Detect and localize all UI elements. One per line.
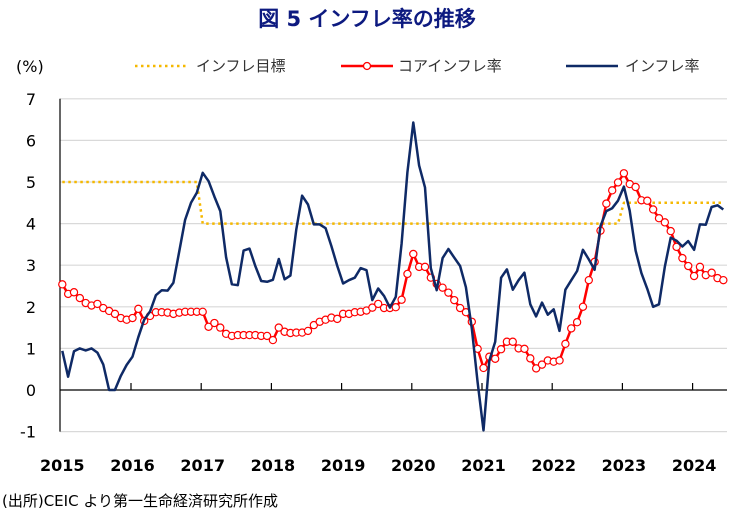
core-data-point	[666, 226, 675, 236]
y-tick-label: 4	[26, 215, 36, 234]
core-data-point	[368, 303, 377, 312]
y-tick-label: 5	[26, 173, 36, 192]
core-data-point	[391, 303, 400, 312]
x-tick-label: 2019	[321, 456, 366, 475]
legend: インフレ目標 コアインフレ率 インフレ率	[135, 57, 700, 75]
legend-marker-core	[362, 61, 372, 71]
core-data-point	[438, 283, 447, 292]
core-data-point	[695, 262, 705, 272]
core-data-point	[216, 323, 225, 332]
core-data-point	[479, 363, 488, 373]
x-tick-label: 2017	[180, 456, 225, 475]
y-tick-label: 1	[26, 339, 36, 358]
core-data-point	[608, 186, 617, 195]
series-headline-line	[61, 121, 725, 432]
core-data-point	[643, 196, 652, 205]
core-data-point	[409, 249, 418, 259]
x-tick-label: 2018	[251, 456, 296, 475]
legend-label-headline: インフレ率	[625, 57, 700, 75]
core-data-point	[678, 253, 687, 263]
core-data-point	[719, 275, 728, 285]
core-data-point	[58, 280, 67, 289]
y-tick-label: 7	[26, 90, 36, 109]
x-tick-label: 2016	[110, 456, 155, 475]
core-data-point	[684, 261, 693, 271]
core-data-point	[333, 314, 342, 324]
x-tick-label: 2022	[531, 456, 576, 475]
series-target-line	[62, 180, 724, 225]
source-note: (出所)CEIC より第一生命経済研究所作成	[2, 492, 278, 510]
core-data-point	[455, 303, 465, 313]
core-data-point	[531, 364, 541, 373]
y-tick-label: 2	[26, 298, 36, 317]
core-data-point	[444, 288, 453, 297]
core-data-point	[660, 218, 670, 227]
y-tick-label: 0	[26, 381, 36, 400]
core-data-point	[110, 309, 120, 319]
x-tick-label: 2020	[391, 456, 436, 475]
core-data-point	[204, 322, 213, 331]
core-data-point	[648, 205, 658, 214]
core-data-point	[210, 318, 219, 328]
core-data-point	[654, 213, 664, 223]
core-data-point	[526, 354, 535, 363]
x-tick-label: 2024	[672, 456, 717, 475]
core-data-point	[262, 331, 272, 341]
legend-label-target: インフレ目標	[196, 57, 286, 75]
core-data-point	[602, 199, 611, 208]
core-data-point	[134, 304, 143, 314]
core-data-point	[397, 295, 406, 304]
core-data-point	[561, 339, 570, 349]
core-data-point	[374, 299, 383, 309]
core-data-point	[537, 360, 547, 369]
core-data-point	[128, 313, 137, 323]
core-data-point	[520, 344, 529, 354]
y-tick-label: -1	[20, 423, 36, 442]
core-data-point	[672, 242, 681, 252]
core-data-point	[584, 275, 594, 285]
core-data-point	[619, 169, 629, 178]
core-data-point	[69, 288, 79, 297]
core-data-point	[268, 335, 278, 345]
core-data-point	[303, 326, 313, 336]
core-data-point	[689, 271, 699, 281]
core-data-point	[631, 182, 640, 192]
core-data-point	[508, 337, 517, 346]
y-tick-label: 3	[26, 256, 36, 275]
core-data-point	[450, 295, 459, 305]
core-data-point	[613, 178, 623, 187]
core-data-point	[274, 323, 283, 332]
y-tick-label: 6	[26, 131, 36, 150]
core-data-point	[491, 354, 500, 363]
x-tick-label: 2015	[40, 456, 85, 475]
core-data-point	[572, 317, 582, 327]
legend-label-core: コアインフレ率	[398, 57, 502, 75]
core-data-point	[198, 307, 207, 316]
x-tick-label: 2021	[461, 456, 506, 475]
y-axis-unit: (%)	[16, 57, 44, 76]
core-data-point	[496, 345, 506, 354]
core-data-point	[578, 302, 588, 311]
core-data-point	[403, 269, 412, 279]
core-data-point	[75, 293, 85, 303]
core-data-point	[567, 324, 576, 333]
x-tick-label: 2023	[602, 456, 647, 475]
core-data-point	[555, 356, 564, 365]
core-data-point	[420, 262, 430, 272]
core-data-point	[707, 268, 716, 277]
chart-title: 図 5 インフレ率の推移	[258, 7, 476, 31]
core-data-point	[93, 299, 102, 309]
